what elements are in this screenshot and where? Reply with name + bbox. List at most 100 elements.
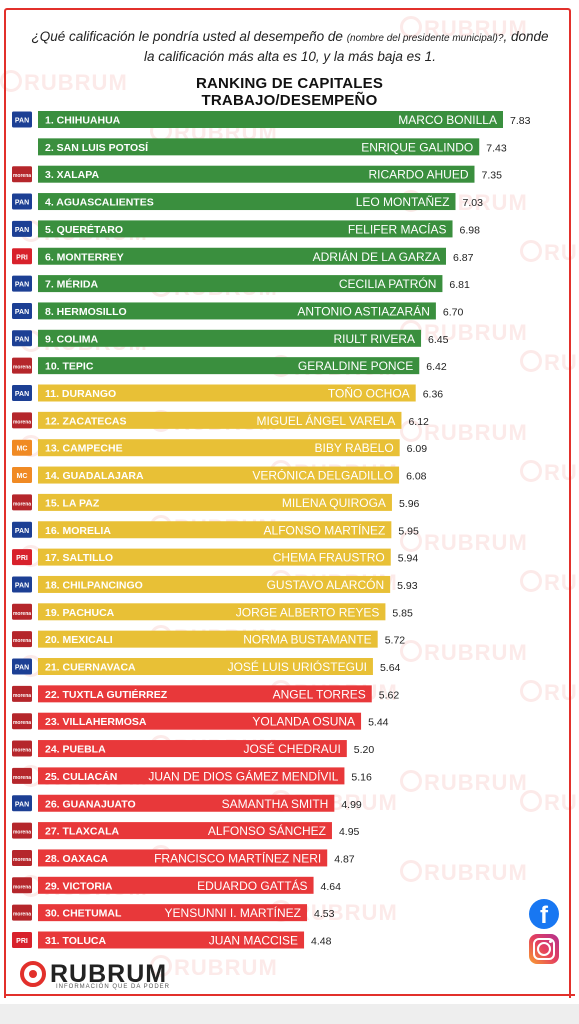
bar-value-label: 5.16 <box>351 771 372 783</box>
logo-tagline: INFORMACIÓN QUE DA PODER <box>56 984 171 990</box>
party-badge <box>12 685 32 702</box>
party-badge <box>12 603 32 620</box>
bar-value-label: 5.20 <box>354 744 375 756</box>
footer-divider <box>4 994 575 996</box>
party-badge-label: PAN <box>15 227 29 234</box>
bar <box>38 439 400 457</box>
party-badge <box>12 248 32 265</box>
bar-city-label: 12. ZACATECAS <box>45 415 126 427</box>
bar <box>38 384 416 402</box>
bar-value-label: 6.09 <box>407 443 428 455</box>
bar-name-label: ANTONIO ASTIAZARÁN <box>297 303 429 318</box>
bar <box>38 740 347 758</box>
question-text-rest: , donde la calificación más alta es 10, … <box>144 29 549 64</box>
bar-name-label: GUSTAVO ALARCÓN <box>267 577 385 592</box>
instagram-icon[interactable] <box>529 934 559 964</box>
party-badge-label: PAN <box>15 665 29 672</box>
party-badge <box>12 549 32 566</box>
party-badge-label: MC <box>17 446 28 453</box>
bar-city-label: 17. SALTILLO <box>45 552 113 564</box>
bar-city-label: 24. PUEBLA <box>45 744 106 756</box>
party-badge <box>12 439 32 456</box>
bar-row: PAN 7. MÉRIDA CECILIA PATRÓN 6.81 <box>12 275 470 293</box>
bar-value-label: 6.81 <box>449 279 470 291</box>
bar-name-label: JUAN MACCISE <box>209 934 298 948</box>
party-badge-label: PRI <box>16 938 28 945</box>
bar-city-label: 25. CULIACÁN <box>45 770 117 783</box>
bar-row: PAN 18. CHILPANCINGO GUSTAVO ALARCÓN 5.93 <box>12 575 418 593</box>
bar-row: morena 20. MEXICALI NORMA BUSTAMANTE 5.72 <box>12 630 405 648</box>
bar <box>38 548 391 566</box>
bar-name-label: JORGE ALBERTO REYES <box>236 605 380 619</box>
bottom-band <box>0 1004 579 1024</box>
bar <box>38 603 386 621</box>
party-badge <box>12 822 32 839</box>
bar-name-label: FRANCISCO MARTÍNEZ NERI <box>154 850 321 865</box>
bar-value-label: 4.95 <box>339 826 360 838</box>
bar-value-label: 6.42 <box>426 361 447 373</box>
party-badge <box>12 521 32 538</box>
party-badge-label: PAN <box>15 282 29 289</box>
bar <box>38 822 332 840</box>
instagram-dot <box>549 940 552 943</box>
bar-name-label: YENSUNNI I. MARTÍNEZ <box>165 905 301 920</box>
party-badge-label: PAN <box>15 336 29 343</box>
bar-row: morena 15. LA PAZ MILENA QUIROGA 5.96 <box>12 493 420 511</box>
bar-city-label: 9. COLIMA <box>45 333 99 345</box>
bar-city-label: 20. MEXICALI <box>45 634 113 646</box>
bar-name-label: GERALDINE PONCE <box>298 359 413 373</box>
bar-value-label: 5.94 <box>398 553 419 565</box>
bar-row: morena 12. ZACATECAS MIGUEL ÁNGEL VARELA 6.… <box>12 411 429 429</box>
bar-city-label: 14. GUADALAJARA <box>45 470 144 482</box>
bar-name-label: ALFONSO MARTÍNEZ <box>264 522 386 537</box>
bar-name-label: YOLANDA OSUNA <box>252 715 355 729</box>
party-badge <box>12 740 32 757</box>
bar-name-label: JOSÉ CHEDRAUI <box>243 741 340 756</box>
bar-row: morena 22. TUXTLA GUTIÉRREZ ANGEL TORRES 5.… <box>12 685 399 703</box>
bar-row: PAN 8. HERMOSILLO ANTONIO ASTIAZARÁN 6.70 <box>12 302 464 320</box>
bar-city-label: 30. CHETUMAL <box>45 908 122 920</box>
bar <box>38 329 422 347</box>
bar <box>38 521 392 539</box>
bar-name-label: VERÓNICA DELGADILLO <box>252 468 393 483</box>
party-badge <box>12 658 32 675</box>
bar-name-label: NORMA BUSTAMANTE <box>243 633 371 647</box>
bar-city-label: 31. TOLUCA <box>45 935 106 947</box>
bar-row: morena 19. PACHUCA JORGE ALBERTO REYES 5.85 <box>12 603 413 621</box>
party-badge <box>12 849 32 866</box>
bar-value-label: 4.64 <box>321 881 342 893</box>
bar <box>38 630 378 648</box>
bar-row: 2. SAN LUIS POTOSÍ ENRIQUE GALINDO 7.43 <box>38 138 507 156</box>
party-badge-label: morena <box>13 611 31 617</box>
bar-row: morena 10. TEPIC GERALDINE PONCE 6.42 <box>12 357 447 375</box>
bar-city-label: 28. OAXACA <box>45 853 108 865</box>
bar-city-label: 5. QUERÉTARO <box>45 223 123 236</box>
party-badge <box>12 275 32 292</box>
ranking-bar-chart: PAN 1. CHIHUAHUA MARCO BONILLA 7.832. SAN L… <box>12 111 531 949</box>
instagram-lens <box>537 942 551 956</box>
bar-city-label: 29. VICTORIA <box>45 880 113 892</box>
party-badge-label: morena <box>13 884 31 890</box>
party-badge-label: morena <box>13 912 31 918</box>
bar-row: morena 3. XALAPA RICARDO AHUED 7.35 <box>12 165 502 183</box>
logo-name: RUBRUM <box>50 960 168 988</box>
bar-row: morena 23. VILLAHERMOSA YOLANDA OSUNA 5.44 <box>12 712 389 730</box>
party-badge <box>12 302 32 319</box>
bar-row: PAN 5. QUERÉTARO FELIFER MACÍAS 6.98 <box>12 220 480 238</box>
bar-city-label: 13. CAMPECHE <box>45 443 123 455</box>
bar-value-label: 5.64 <box>380 662 401 674</box>
bar-city-label: 21. CUERNAVACA <box>45 662 136 674</box>
facebook-icon[interactable]: f <box>529 899 559 929</box>
bar-value-label: 6.70 <box>443 306 464 318</box>
party-badge <box>12 932 32 948</box>
bar-row: morena 25. CULIACÁN JUAN DE DIOS GÁMEZ MEN… <box>12 767 372 785</box>
bar-value-label: 6.45 <box>428 334 449 346</box>
bar <box>38 658 373 675</box>
bar-value-label: 5.85 <box>392 607 413 619</box>
bar-row: PAN 9. COLIMA RIULT RIVERA 6.45 <box>12 329 449 347</box>
party-badge <box>12 576 32 593</box>
bar-name-label: TOÑO OCHOA <box>328 387 410 401</box>
bar-value-label: 5.93 <box>397 580 418 592</box>
bar <box>38 220 453 238</box>
bar <box>38 111 503 128</box>
